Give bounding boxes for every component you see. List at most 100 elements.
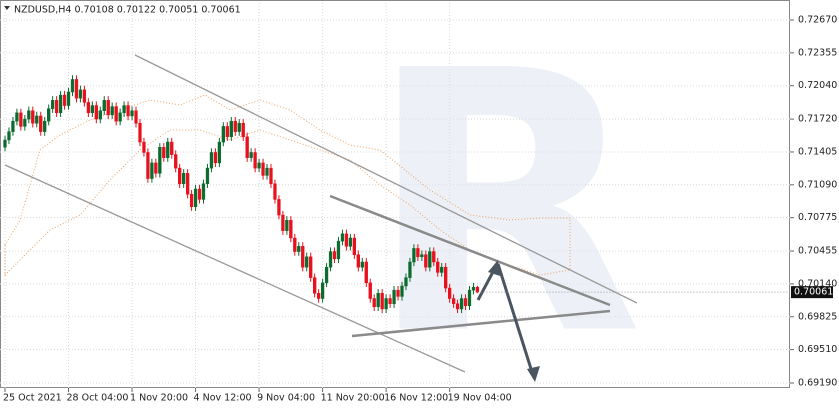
candle-body — [447, 287, 452, 299]
candle-body — [138, 123, 142, 143]
candle-body — [74, 79, 79, 99]
candle-body — [142, 141, 146, 153]
candle-body — [249, 152, 253, 158]
candle-body — [289, 220, 293, 239]
x-tick-label: 4 Nov 12:00 — [194, 393, 252, 404]
watermark: R — [366, 0, 643, 408]
candle-body — [444, 266, 448, 289]
candle-body — [178, 167, 182, 185]
candle-body — [110, 106, 114, 116]
y-tick-label: 0.71720 — [798, 114, 837, 125]
arrow-down — [496, 263, 534, 373]
candle-body — [420, 254, 424, 258]
candle-body — [352, 237, 357, 255]
candle-body — [39, 115, 43, 132]
candle-body — [265, 167, 269, 176]
arrow-up-head — [488, 260, 500, 276]
candle-body — [31, 110, 35, 124]
candle-body — [467, 289, 472, 307]
arrow-up — [476, 269, 496, 301]
candle-body — [197, 188, 202, 200]
triangle-lower — [351, 309, 611, 338]
candle-body — [122, 105, 126, 114]
candle-body — [23, 118, 27, 127]
candle-body — [285, 220, 289, 231]
candle-body — [201, 183, 206, 200]
forecast-arrows — [476, 260, 540, 382]
candle-body — [86, 102, 91, 114]
candle-body — [209, 152, 214, 169]
candle-body — [380, 293, 384, 310]
arrow-down-head — [527, 366, 540, 382]
candles — [3, 75, 480, 314]
candle-body — [35, 115, 39, 124]
candle-body — [11, 120, 15, 132]
candle-body — [416, 248, 420, 258]
candle-body — [225, 126, 229, 138]
candle-body — [261, 162, 265, 176]
y-tick-label: 0.70140 — [798, 278, 837, 289]
candle-body — [451, 298, 456, 304]
candle-body — [241, 123, 245, 138]
candle-body — [436, 261, 440, 273]
candle-body — [94, 105, 98, 120]
candle-body — [189, 193, 194, 207]
candle-body — [213, 152, 218, 164]
candle-body — [336, 240, 341, 260]
candle-body — [170, 141, 174, 155]
candle-body — [90, 105, 94, 114]
candle-body — [475, 286, 480, 293]
candle-body — [356, 254, 360, 268]
candle-body — [364, 261, 368, 284]
chart-title: NZDUSD,H4 0.70108 0.70122 0.70051 0.7006… — [14, 5, 241, 16]
candle-body — [372, 298, 376, 308]
candle-body — [471, 286, 476, 291]
price-label: 0.70061 — [794, 287, 833, 298]
candle-body — [348, 237, 353, 247]
candle-body — [193, 188, 198, 207]
y-tick-label: 0.71090 — [798, 179, 837, 190]
candle-body — [47, 108, 51, 122]
candle-body — [66, 91, 71, 106]
axes: 0.72670 0.72355 0.72040 0.71720 0.71405 0.710… — [3, 15, 837, 404]
candle-body — [150, 162, 154, 179]
candle-body — [424, 254, 428, 268]
candle-body — [233, 120, 237, 132]
candle-body — [182, 173, 186, 185]
candle-body — [455, 303, 460, 310]
x-tick-label: 9 Nov 04:00 — [257, 393, 315, 404]
candle-body — [463, 298, 468, 307]
x-tick-label: 25 Oct 2021 — [3, 393, 62, 404]
candle-body — [3, 139, 7, 148]
candle-body — [237, 123, 241, 132]
candle-body — [368, 282, 372, 299]
candle-body — [166, 141, 170, 158]
candle-body — [459, 298, 464, 310]
ichimoku-cloud — [4, 94, 571, 277]
x-tick-label: 28 Oct 04:00 — [67, 393, 129, 404]
candle-body — [245, 136, 249, 158]
candle-body — [58, 94, 63, 114]
candle-body — [412, 248, 416, 263]
candle-body — [293, 237, 297, 252]
candle-body — [158, 147, 162, 174]
price-box — [791, 286, 833, 299]
x-tick-label: 1 Nov 20:00 — [130, 393, 188, 404]
candle-body — [62, 94, 67, 106]
trend-lines — [4, 54, 638, 373]
x-tick-label: 19 Nov 04:00 — [448, 393, 512, 404]
candle-body — [396, 289, 400, 297]
candle-body — [440, 266, 444, 273]
candle-body — [174, 154, 178, 169]
candle-body — [114, 106, 118, 122]
candle-body — [316, 293, 321, 299]
y-tick-label: 0.70775 — [798, 212, 837, 223]
candle-body — [185, 173, 190, 195]
y-tick-label: 0.72355 — [798, 47, 837, 58]
y-tick-label: 0.69510 — [798, 344, 837, 355]
candle-body — [118, 112, 122, 122]
candle-body — [404, 277, 408, 287]
